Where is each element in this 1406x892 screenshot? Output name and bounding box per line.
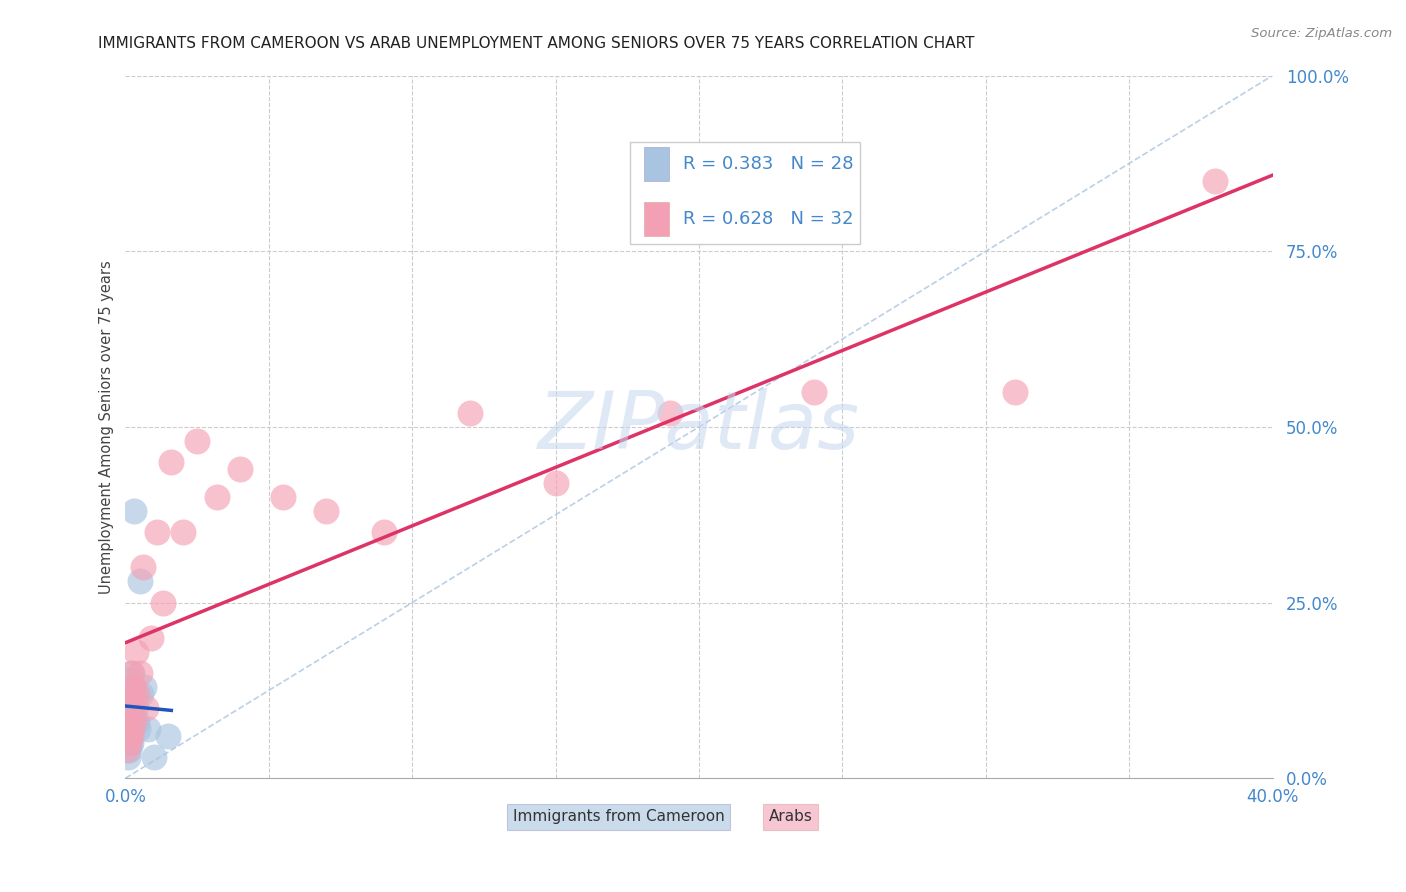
- Point: [118, 673, 141, 687]
- Point: [121, 701, 143, 715]
- Text: R = 0.628   N = 32: R = 0.628 N = 32: [683, 210, 853, 227]
- Point: [117, 750, 139, 764]
- Point: [120, 729, 142, 743]
- Point: [117, 722, 139, 736]
- Text: Source: ZipAtlas.com: Source: ZipAtlas.com: [1251, 27, 1392, 40]
- Point: [172, 525, 194, 540]
- Text: Arabs: Arabs: [769, 809, 813, 824]
- Point: [118, 729, 141, 743]
- Point: [659, 406, 682, 420]
- Point: [124, 701, 146, 715]
- Point: [152, 595, 174, 609]
- Text: IMMIGRANTS FROM CAMEROON VS ARAB UNEMPLOYMENT AMONG SENIORS OVER 75 YEARS CORREL: IMMIGRANTS FROM CAMEROON VS ARAB UNEMPLO…: [98, 36, 974, 51]
- Point: [124, 645, 146, 659]
- Point: [141, 631, 163, 645]
- Point: [803, 384, 825, 399]
- Point: [120, 722, 142, 736]
- Point: [1204, 174, 1226, 188]
- Point: [315, 504, 337, 518]
- Point: [118, 743, 141, 757]
- FancyBboxPatch shape: [644, 202, 669, 235]
- Point: [125, 714, 148, 729]
- Point: [1004, 384, 1026, 399]
- Point: [120, 736, 142, 750]
- Point: [117, 687, 139, 701]
- Text: ZIPatlas: ZIPatlas: [538, 388, 860, 466]
- Text: Immigrants from Cameroon: Immigrants from Cameroon: [513, 809, 724, 824]
- Point: [229, 462, 252, 476]
- Point: [207, 490, 229, 504]
- Point: [157, 729, 180, 743]
- Point: [118, 687, 141, 701]
- Point: [271, 490, 294, 504]
- Point: [135, 701, 157, 715]
- Point: [121, 701, 143, 715]
- Point: [131, 560, 153, 574]
- Point: [128, 574, 150, 589]
- Point: [127, 722, 149, 736]
- Point: [120, 701, 142, 715]
- Point: [125, 687, 148, 701]
- Point: [120, 665, 142, 680]
- Point: [186, 434, 208, 448]
- Point: [115, 736, 138, 750]
- Point: [138, 722, 160, 736]
- Point: [458, 406, 481, 420]
- Point: [122, 714, 145, 729]
- Point: [120, 687, 142, 701]
- Y-axis label: Unemployment Among Seniors over 75 years: Unemployment Among Seniors over 75 years: [100, 260, 114, 594]
- Text: R = 0.383   N = 28: R = 0.383 N = 28: [683, 155, 853, 173]
- Point: [121, 714, 143, 729]
- FancyBboxPatch shape: [644, 147, 669, 181]
- Point: [143, 750, 166, 764]
- Point: [117, 714, 139, 729]
- Point: [122, 680, 145, 694]
- Point: [373, 525, 395, 540]
- Point: [118, 714, 141, 729]
- FancyBboxPatch shape: [630, 143, 859, 244]
- Point: [128, 665, 150, 680]
- Point: [118, 736, 141, 750]
- Point: [544, 476, 567, 491]
- Point: [121, 665, 143, 680]
- Point: [120, 736, 142, 750]
- Point: [122, 687, 145, 701]
- Point: [121, 722, 143, 736]
- Point: [129, 687, 152, 701]
- Point: [122, 504, 145, 518]
- Point: [146, 525, 169, 540]
- Point: [118, 708, 141, 723]
- Point: [132, 680, 155, 694]
- Point: [160, 455, 183, 469]
- Point: [115, 743, 138, 757]
